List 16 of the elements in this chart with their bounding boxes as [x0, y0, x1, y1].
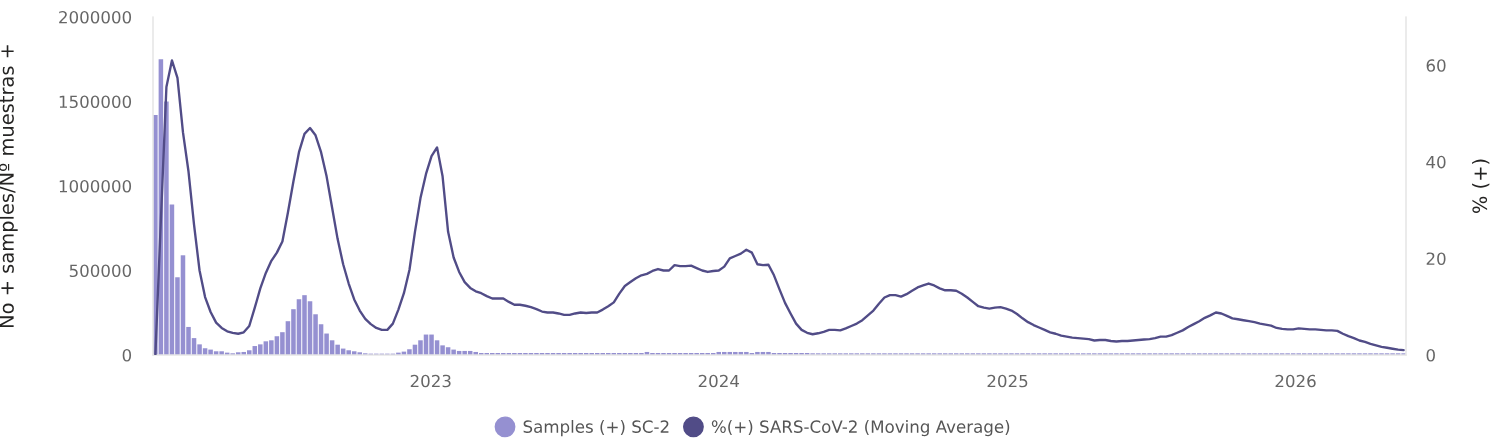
- legend-label: Samples (+) SC-2: [523, 420, 669, 437]
- y-tick-label: 1000000: [59, 179, 132, 193]
- x-tick-label: 2026: [1275, 374, 1316, 388]
- y-tick-label: 0: [122, 348, 132, 362]
- y2-tick-label: 20: [1426, 252, 1446, 265]
- y2-axis-title: % (+): [1472, 159, 1490, 213]
- x-tick-label: 2025: [987, 374, 1028, 388]
- y2-tick-label: 0: [1426, 348, 1435, 362]
- legend-label: %(+) SARS-CoV-2 (Moving Average): [711, 420, 1010, 437]
- x-tick-label: 2024: [698, 374, 740, 388]
- x-tick-label: 2023: [410, 374, 451, 388]
- y-tick-label: 500000: [69, 264, 132, 278]
- y-tick-label: 2000000: [59, 10, 132, 24]
- y2-tick-label: 60: [1426, 59, 1446, 72]
- y2-tick-label: 40: [1426, 155, 1446, 169]
- y-tick-label: 1500000: [59, 95, 132, 109]
